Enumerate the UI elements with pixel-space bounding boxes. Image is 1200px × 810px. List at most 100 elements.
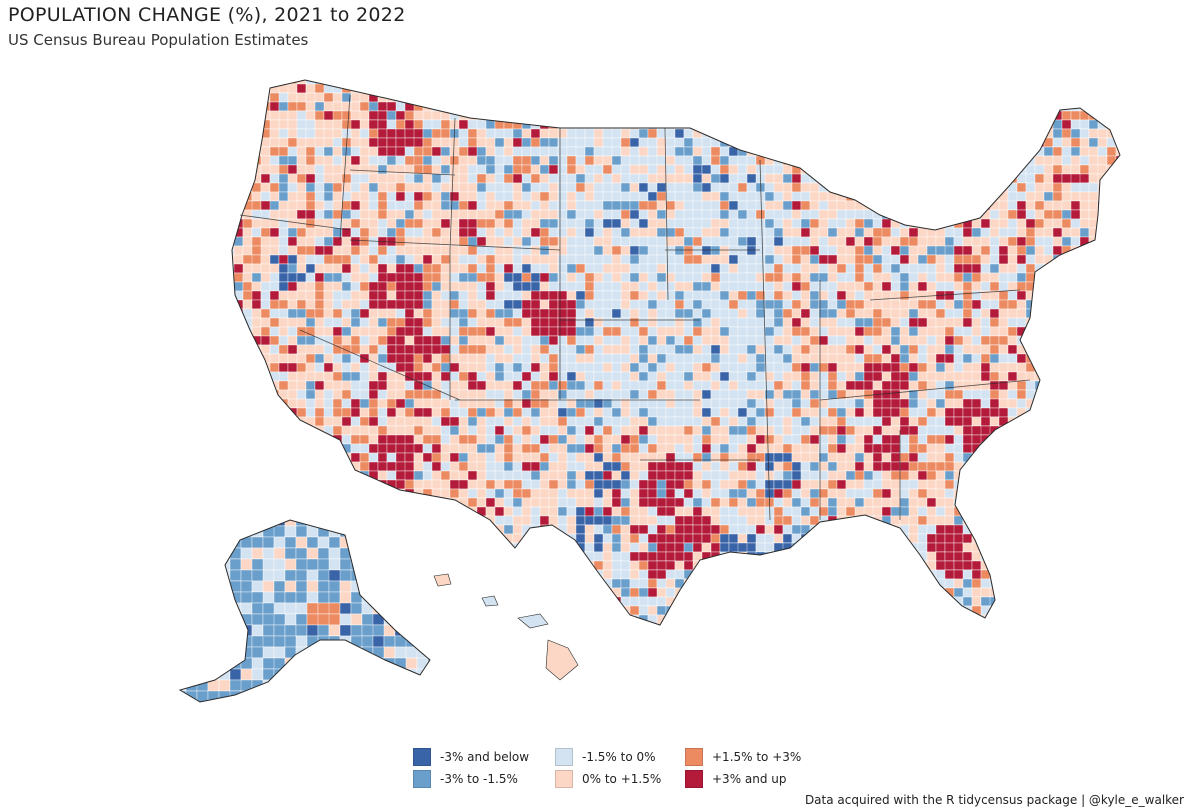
county-cell xyxy=(692,272,703,283)
county-cell xyxy=(611,191,622,202)
county-cell xyxy=(1007,371,1018,382)
county-cell xyxy=(232,389,235,400)
county-cell xyxy=(296,362,307,373)
county-cell xyxy=(602,317,613,328)
county-cell xyxy=(242,119,253,130)
county-cell xyxy=(926,398,937,409)
county-cell xyxy=(899,92,910,103)
county-cell xyxy=(539,299,550,310)
county-cell xyxy=(386,155,397,166)
county-cell xyxy=(881,317,892,328)
county-cell xyxy=(557,515,568,526)
county-cell xyxy=(728,155,739,166)
county-cell xyxy=(458,299,469,310)
county-cell xyxy=(332,407,343,418)
county-cell xyxy=(1016,146,1036,157)
county-cell xyxy=(539,461,550,472)
county-cell xyxy=(809,371,820,382)
county-cell xyxy=(944,515,955,526)
county-cell xyxy=(611,416,622,427)
county-cell xyxy=(737,488,748,499)
county-cell xyxy=(1007,317,1018,328)
county-cell xyxy=(287,173,298,184)
county-cell xyxy=(845,371,856,382)
county-cell xyxy=(278,317,289,328)
county-cell xyxy=(485,119,496,130)
county-cell xyxy=(620,389,631,400)
county-cell xyxy=(746,92,766,103)
county-cell xyxy=(1016,389,1027,400)
county-cell xyxy=(917,227,928,238)
county-cell xyxy=(1052,317,1063,328)
county-cell xyxy=(881,254,892,265)
county-cell xyxy=(782,488,793,499)
county-cell xyxy=(1070,362,1081,373)
county-cell xyxy=(494,164,505,175)
county-cell xyxy=(998,308,1009,319)
county-cell xyxy=(323,263,334,274)
county-cell xyxy=(800,83,811,94)
county-cell xyxy=(998,452,1009,463)
county-cell xyxy=(611,326,622,337)
county-cell xyxy=(926,506,937,517)
county-cell xyxy=(1070,326,1081,337)
county-cell xyxy=(242,380,253,391)
county-cell xyxy=(611,128,622,139)
county-cell xyxy=(620,308,631,319)
county-cell xyxy=(485,506,496,517)
county-cell xyxy=(962,236,973,247)
county-cell xyxy=(233,479,244,490)
county-cell xyxy=(656,434,667,445)
county-cell xyxy=(917,245,928,256)
county-cell xyxy=(1025,101,1045,112)
county-cell xyxy=(476,443,487,454)
county-cell xyxy=(971,236,982,247)
county-cell xyxy=(1070,308,1090,319)
county-cell xyxy=(1043,182,1054,193)
county-cell xyxy=(359,344,370,355)
county-cell xyxy=(350,452,361,463)
county-cell xyxy=(539,173,550,184)
county-cell xyxy=(395,128,406,139)
county-cell xyxy=(332,506,343,517)
county-cell xyxy=(746,83,766,94)
county-cell xyxy=(233,83,244,94)
county-cell xyxy=(854,515,865,526)
county-cell xyxy=(242,497,253,508)
county-cell xyxy=(773,497,784,508)
county-cell xyxy=(1061,317,1081,328)
county-cell xyxy=(1007,353,1018,364)
county-cell xyxy=(791,101,802,112)
county-cell xyxy=(323,515,334,526)
county-cell xyxy=(314,200,325,211)
county-cell xyxy=(1097,263,1108,274)
county-cell xyxy=(773,461,784,472)
county-cell xyxy=(620,290,631,301)
county-cell xyxy=(1016,506,1027,517)
county-cell xyxy=(620,497,631,508)
county-cell xyxy=(728,416,739,427)
county-cell xyxy=(962,110,973,121)
county-cell xyxy=(395,110,406,121)
county-cell xyxy=(656,236,667,247)
county-cell xyxy=(782,470,793,481)
county-cell xyxy=(422,182,433,193)
county-cell xyxy=(638,299,649,310)
county-cell xyxy=(512,281,523,292)
county-cell xyxy=(1115,182,1120,193)
county-cell xyxy=(413,218,424,229)
county-cell xyxy=(233,497,244,508)
county-cell xyxy=(530,425,541,436)
county-cell xyxy=(980,398,991,409)
county-cell xyxy=(566,236,577,247)
county-cell xyxy=(773,281,784,292)
county-cell xyxy=(566,92,577,103)
county-cell xyxy=(467,164,478,175)
county-cell xyxy=(683,461,694,472)
county-cell xyxy=(458,281,469,292)
county-cell xyxy=(593,425,604,436)
county-cell xyxy=(485,191,496,202)
county-cell xyxy=(575,146,586,157)
county-cell xyxy=(449,317,460,328)
county-cell xyxy=(629,137,640,148)
